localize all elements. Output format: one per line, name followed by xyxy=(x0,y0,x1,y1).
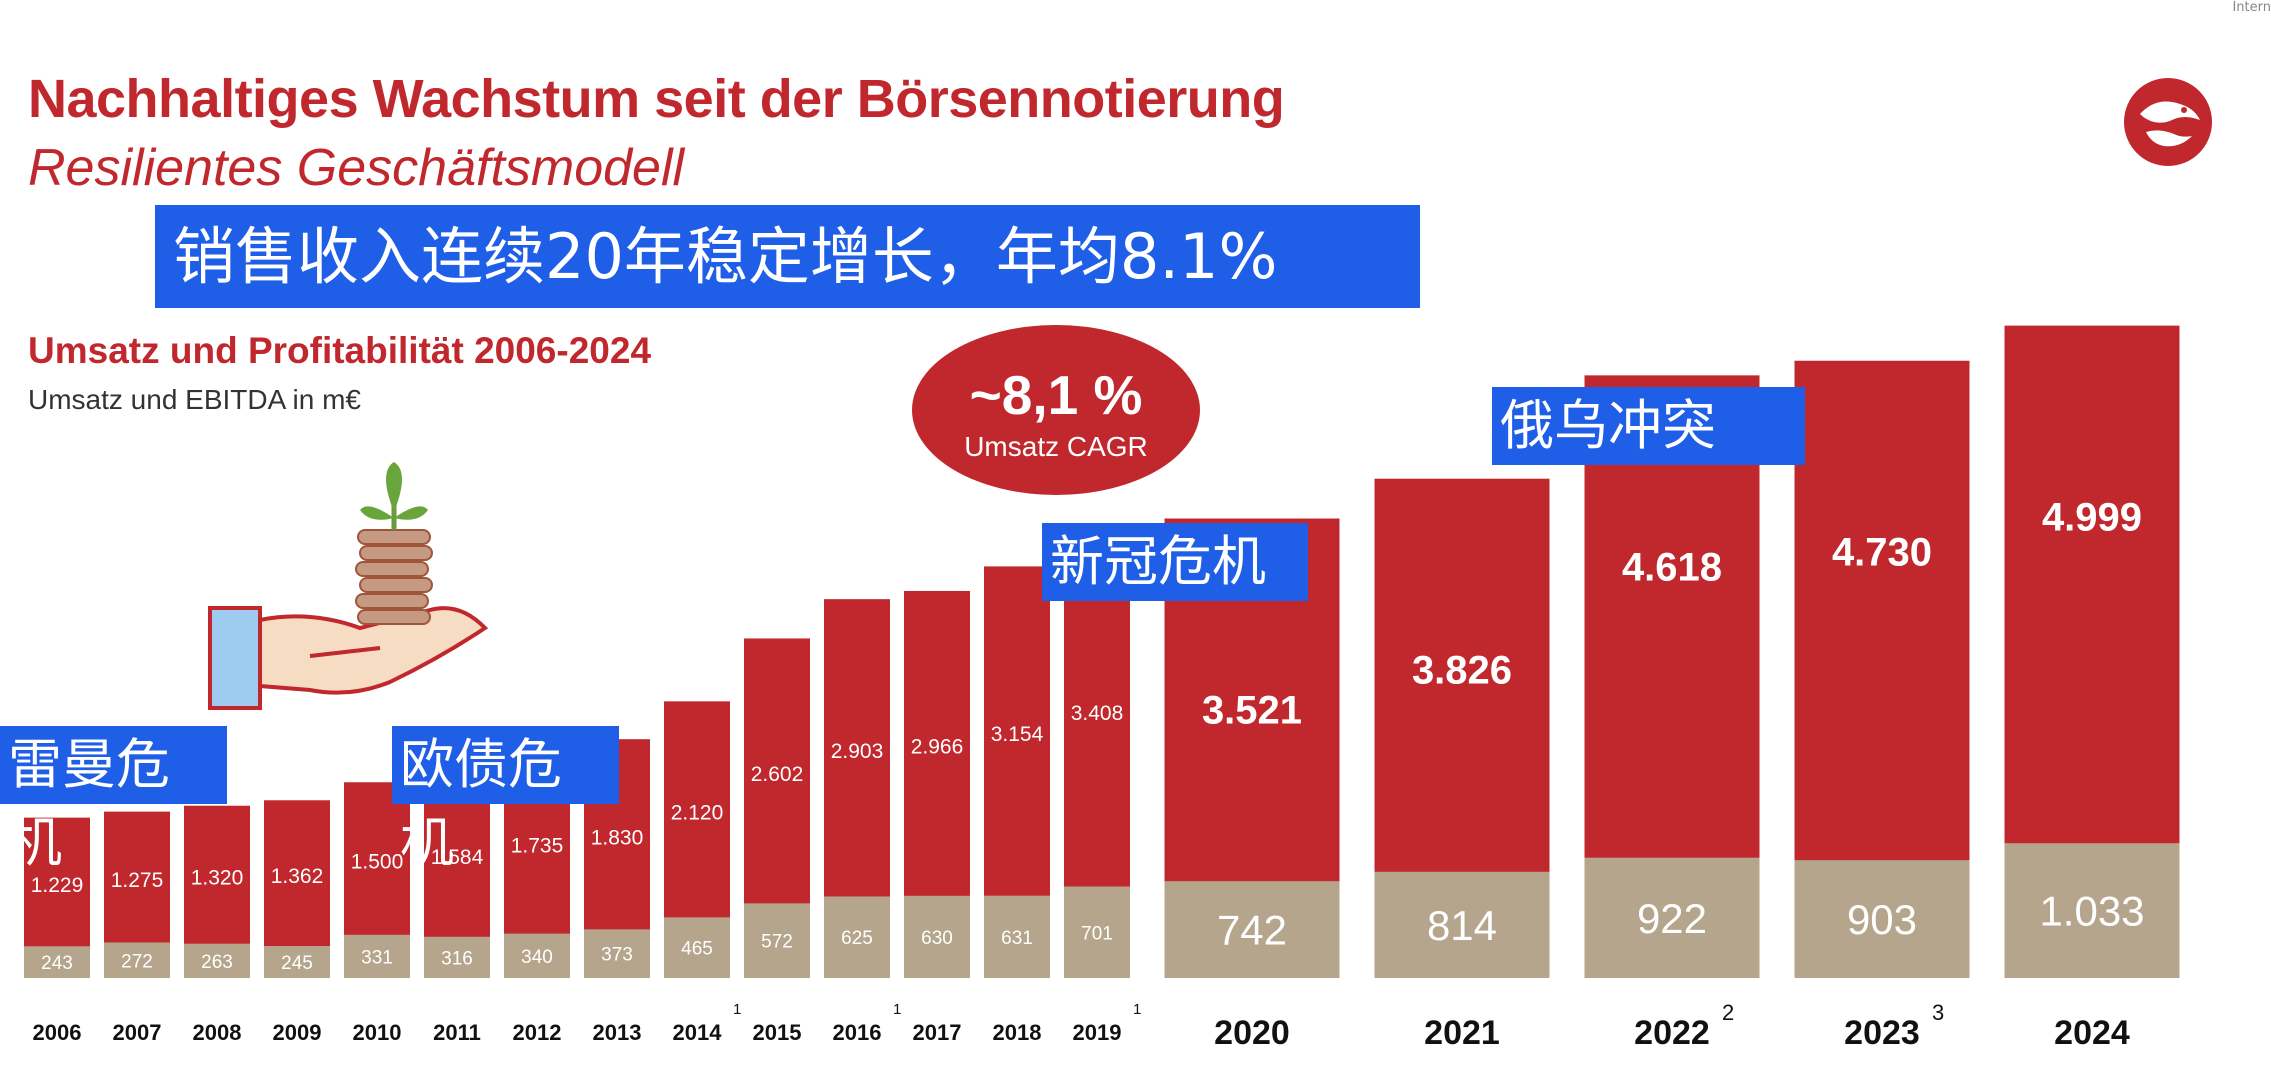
year-footnote-mark: 3 xyxy=(1932,1000,1944,1025)
year-tick-label: 2022 xyxy=(1634,1014,1710,1052)
umsatz-value-label: 1.362 xyxy=(271,865,324,888)
umsatz-value-label: 1.229 xyxy=(31,874,84,897)
ebitda-bar xyxy=(2004,843,2180,978)
ebitda-bar xyxy=(984,895,1050,978)
ebitda-value-label: 373 xyxy=(601,945,633,966)
year-tick-label: 2007 xyxy=(113,1020,162,1045)
umsatz-value-label: 4.730 xyxy=(1832,531,1932,575)
ebitda-bar xyxy=(264,946,330,978)
annotation-lehman-crisis: 雷曼危机 xyxy=(0,726,227,874)
year-tick-label: 2020 xyxy=(1214,1014,1290,1052)
annotation-euro-debt-crisis: 欧债危机 xyxy=(392,726,619,874)
year-tick-label: 2016 xyxy=(833,1020,882,1045)
year-tick-label: 2014 xyxy=(673,1020,723,1045)
ebitda-bar xyxy=(744,903,810,978)
ebitda-value-label: 572 xyxy=(761,932,793,953)
umsatz-value-label: 1.320 xyxy=(191,867,244,890)
year-tick-label: 2018 xyxy=(993,1020,1042,1045)
ebitda-value-label: 631 xyxy=(1001,928,1033,949)
ebitda-bar xyxy=(24,946,90,978)
year-tick-label: 2012 xyxy=(513,1020,562,1045)
umsatz-value-label: 4.618 xyxy=(1622,545,1722,589)
umsatz-value-label: 3.154 xyxy=(991,723,1044,746)
ebitda-bar xyxy=(824,896,890,978)
ebitda-bar xyxy=(1374,871,1550,978)
year-footnote-mark: 2 xyxy=(1722,1000,1734,1025)
annotation-covid-crisis: 新冠危机 xyxy=(1042,523,1308,601)
hand-with-coins-icon xyxy=(208,462,489,710)
ebitda-bar xyxy=(1164,881,1340,978)
umsatz-value-label: 1.275 xyxy=(111,869,164,892)
ebitda-value-label: 465 xyxy=(681,939,713,960)
umsatz-value-label: 3.521 xyxy=(1202,689,1302,733)
ebitda-value-label: 245 xyxy=(281,953,313,974)
ebitda-value-label: 625 xyxy=(841,928,873,949)
umsatz-value-label: 2.120 xyxy=(671,801,724,824)
umsatz-value-label: 1.735 xyxy=(511,835,564,858)
umsatz-value-label: 2.966 xyxy=(911,735,964,758)
umsatz-value-label: 1.830 xyxy=(591,826,644,849)
umsatz-value-label: 3.408 xyxy=(1071,702,1124,725)
year-footnote-mark: 1 xyxy=(893,1001,901,1018)
year-footnote-mark: 1 xyxy=(733,1001,741,1018)
ebitda-bar xyxy=(424,936,490,978)
umsatz-value-label: 1.584 xyxy=(431,846,484,869)
cagr-label: Umsatz CAGR xyxy=(964,431,1148,462)
ebitda-value-label: 316 xyxy=(441,948,473,969)
umsatz-value-label: 4.999 xyxy=(2042,496,2142,540)
ebitda-bar xyxy=(504,933,570,978)
year-tick-label: 2006 xyxy=(33,1020,82,1045)
year-tick-label: 2023 xyxy=(1844,1014,1920,1052)
year-tick-label: 2008 xyxy=(193,1020,242,1045)
ebitda-bar xyxy=(904,895,970,978)
year-footnote-mark: 1 xyxy=(1133,1001,1141,1018)
headline-banner: 销售收入连续20年稳定增长，年均8.1% xyxy=(155,205,1420,308)
year-tick-label: 2017 xyxy=(913,1020,962,1045)
ebitda-bar xyxy=(1794,860,1970,978)
ebitda-bar xyxy=(1584,857,1760,978)
ebitda-value-label: 701 xyxy=(1081,923,1113,944)
ebitda-value-label: 903 xyxy=(1847,896,1917,943)
annotation-russia-ukraine-conflict: 俄乌冲突 xyxy=(1492,387,1805,465)
year-tick-label: 2011 xyxy=(433,1020,481,1045)
company-logo-icon xyxy=(2124,78,2212,166)
year-tick-label: 2019 xyxy=(1073,1020,1122,1045)
ebitda-value-label: 1.033 xyxy=(2039,888,2144,935)
ebitda-value-label: 243 xyxy=(41,953,73,974)
cagr-value: ~8,1 % xyxy=(969,364,1143,426)
slide-title: Nachhaltiges Wachstum seit der Börsennot… xyxy=(28,69,1285,129)
chart-title: Umsatz und Profitabilität 2006-2024 xyxy=(28,330,652,371)
chart-subtitle: Umsatz und EBITDA in m€ xyxy=(28,384,362,415)
year-tick-label: 2021 xyxy=(1424,1014,1500,1052)
ebitda-bar xyxy=(104,942,170,978)
slide-subtitle: Resilientes Geschäftsmodell xyxy=(28,139,685,197)
umsatz-value-label: 1.500 xyxy=(351,851,404,874)
year-tick-label: 2013 xyxy=(593,1020,642,1045)
year-tick-label: 2010 xyxy=(353,1020,402,1045)
ebitda-value-label: 272 xyxy=(121,951,153,972)
year-tick-label: 2009 xyxy=(273,1020,322,1045)
ebitda-bar xyxy=(184,943,250,978)
year-tick-label: 2024 xyxy=(2054,1014,2130,1052)
ebitda-bar xyxy=(664,917,730,978)
ebitda-value-label: 630 xyxy=(921,928,953,949)
ebitda-value-label: 814 xyxy=(1427,902,1497,949)
corner-label: Intern xyxy=(2232,0,2271,15)
ebitda-bar xyxy=(584,929,650,978)
ebitda-value-label: 922 xyxy=(1637,895,1707,942)
ebitda-value-label: 331 xyxy=(361,947,393,968)
umsatz-value-label: 2.602 xyxy=(751,763,804,786)
umsatz-value-label: 2.903 xyxy=(831,740,884,763)
ebitda-bar xyxy=(1064,886,1130,978)
umsatz-value-label: 3.826 xyxy=(1412,649,1512,693)
ebitda-value-label: 742 xyxy=(1217,907,1287,954)
ebitda-value-label: 263 xyxy=(201,952,233,973)
cagr-badge: ~8,1 % Umsatz CAGR xyxy=(912,325,1200,495)
ebitda-value-label: 340 xyxy=(521,947,553,968)
year-tick-label: 2015 xyxy=(753,1020,802,1045)
ebitda-bar xyxy=(344,934,410,978)
